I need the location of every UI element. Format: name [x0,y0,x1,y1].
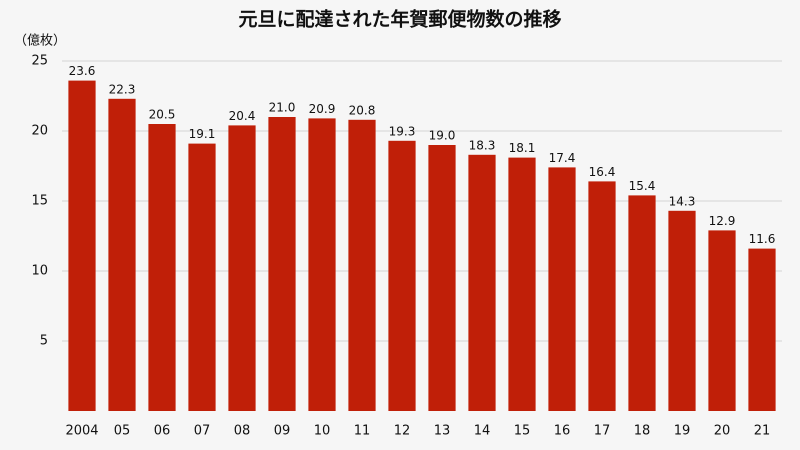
y-axis-label: （億枚） [14,33,66,49]
x-tick-label: 12 [394,424,411,439]
data-label: 21.0 [269,101,296,115]
bar [388,140,416,412]
x-tick-label: 10 [314,424,331,439]
data-label: 14.3 [669,194,696,208]
bar [628,195,656,411]
y-tick-label: 15 [31,194,48,209]
data-label: 19.1 [189,127,216,141]
bar [308,118,336,412]
x-tick-label: 15 [514,424,531,439]
chart-title: 元旦に配達された年賀郵便物数の推移 [238,8,561,31]
data-label: 11.6 [749,232,776,246]
x-tick-label: 14 [474,424,491,439]
data-label: 19.0 [429,129,456,143]
bar [348,119,376,412]
data-label: 18.3 [469,138,496,152]
bar [708,230,736,411]
data-label: 18.1 [509,141,536,155]
data-label: 12.9 [709,214,736,228]
x-tick-label: 21 [754,424,771,439]
x-tick-label: 19 [674,424,691,439]
x-tick-label: 09 [274,424,291,439]
x-tick-label: 16 [554,424,571,439]
data-label: 20.5 [149,108,176,122]
x-tick-label: 20 [714,424,731,439]
bar [668,210,696,411]
x-tick-label: 13 [434,424,451,439]
bar [468,154,496,412]
data-label: 22.3 [109,82,136,96]
bar [268,117,296,411]
bar [148,124,176,411]
x-tick-label: 05 [114,424,131,439]
y-tick-label: 5 [40,334,48,349]
bar [228,125,256,412]
x-tick-label: 2004 [65,424,98,439]
x-tick-label: 06 [154,424,171,439]
x-tick-label: 08 [234,424,251,439]
data-label: 19.3 [389,124,416,138]
data-label: 20.9 [309,102,336,116]
bar [588,181,616,411]
bar [188,143,216,411]
bar [428,145,456,411]
x-tick-label: 07 [194,424,211,439]
data-label: 20.4 [229,109,256,123]
y-tick-label: 25 [31,54,48,69]
x-tick-label: 18 [634,424,651,439]
y-tick-label: 10 [31,264,48,279]
bar [108,98,136,412]
data-label: 20.8 [349,103,376,117]
bar [508,157,536,411]
y-tick-label: 20 [31,124,48,139]
x-tick-label: 11 [354,424,371,439]
data-label: 15.4 [629,179,656,193]
data-label: 16.4 [589,165,616,179]
bar [748,248,776,411]
data-label: 17.4 [549,151,576,165]
x-tick-label: 17 [594,424,611,439]
bar [548,167,576,411]
data-label: 23.6 [69,64,96,78]
bar [68,80,96,411]
